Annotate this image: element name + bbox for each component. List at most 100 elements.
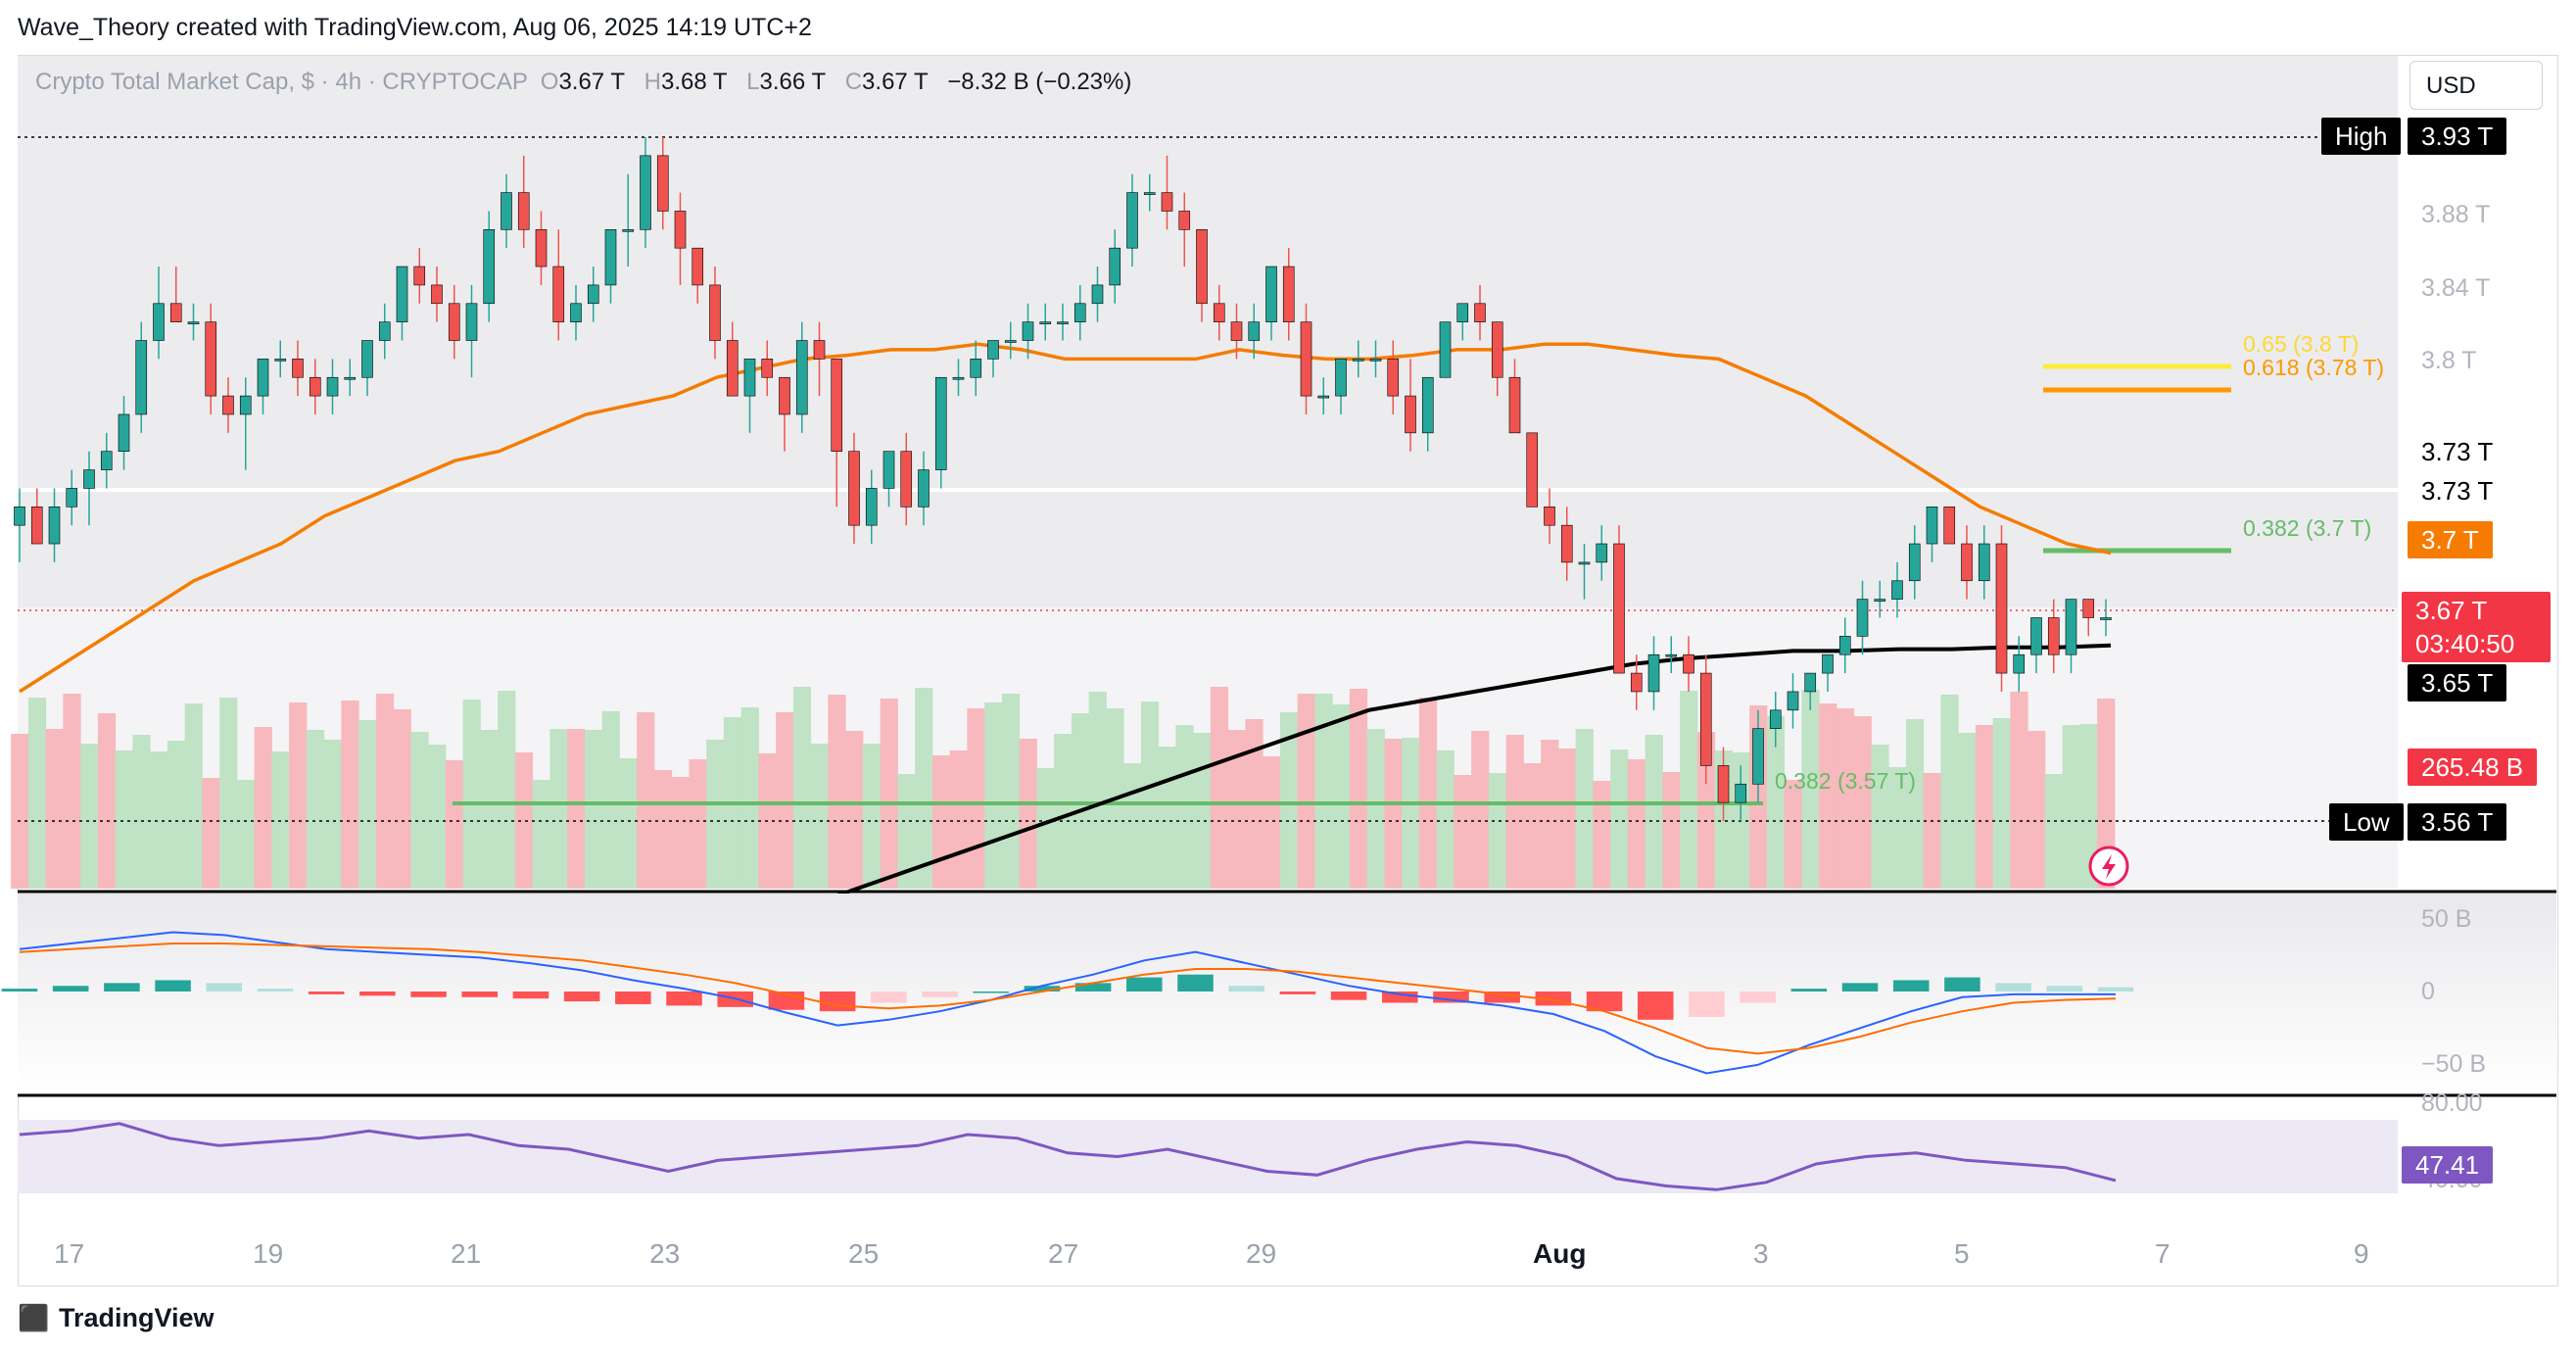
candle-body	[1787, 691, 1799, 711]
price-axis-label: 3.84 T	[2421, 274, 2491, 302]
lightning-icon[interactable]	[2088, 846, 2129, 887]
volume-profile-bar	[132, 735, 151, 889]
candle-body	[1004, 340, 1017, 343]
candle-body	[1961, 543, 1973, 582]
macd-histogram-bar	[1637, 991, 1674, 1020]
time-axis-label: 27	[1048, 1238, 1079, 1269]
macd-histogram-bar	[1841, 983, 1879, 991]
low-label-tag: Low	[2329, 803, 2404, 841]
volume-profile-bar	[254, 727, 272, 889]
volume-profile-bar	[1696, 732, 1716, 889]
candle-body	[2100, 617, 2112, 620]
volume-profile-bar	[1454, 775, 1472, 889]
candle-body	[1856, 599, 1869, 637]
volume-profile-bar	[1523, 763, 1542, 889]
candle-body	[1630, 672, 1643, 693]
volume-profile-bar	[828, 695, 846, 889]
candle-body	[535, 229, 548, 267]
candle-body	[118, 413, 130, 453]
macd-histogram-bar	[666, 991, 702, 1006]
volume-profile-bar	[2097, 699, 2116, 889]
time-axis-label: 23	[649, 1238, 681, 1269]
candle-body	[483, 229, 496, 305]
candle-body	[900, 451, 913, 508]
candle-body	[153, 303, 165, 341]
volume-profile-bar	[1680, 691, 1698, 889]
macd-histogram-bar	[410, 991, 447, 997]
candle-body	[83, 469, 95, 489]
candle-body	[1439, 321, 1452, 378]
candle-body	[779, 376, 790, 415]
volume-profile-bar	[1541, 740, 1559, 889]
macd-histogram-bar	[52, 986, 89, 991]
tradingview-logo[interactable]: ⬛ TradingView	[18, 1303, 215, 1332]
volume-profile-bar	[1975, 725, 1994, 889]
candle-body	[1508, 376, 1521, 434]
macd-histogram-bar	[1944, 977, 1980, 991]
candle-body	[656, 155, 669, 212]
candle-body	[709, 284, 721, 341]
volume-profile-bar	[1279, 712, 1299, 889]
candle-body	[674, 211, 687, 249]
candle-body	[431, 284, 443, 305]
candle-body	[2047, 617, 2060, 655]
volume-profile-bar	[63, 694, 81, 889]
candle-body	[257, 359, 269, 397]
candle-body	[970, 359, 982, 378]
macd-histogram-bar	[1586, 991, 1623, 1012]
volume-profile-bar	[1801, 690, 1820, 889]
volume-tag: 265.48 B	[2408, 749, 2538, 786]
candle-body	[501, 192, 512, 230]
candle-body	[1874, 599, 1886, 602]
macd-histogram-bar	[2097, 987, 2134, 991]
macd-histogram-bar	[563, 991, 600, 1002]
volume-profile-bar	[1905, 719, 1925, 889]
macd-histogram-bar	[922, 991, 958, 997]
volume-profile-bar	[1923, 773, 1941, 889]
low-value: 3.66 T	[759, 69, 826, 95]
creator-line: Wave_Theory created with TradingView.com…	[18, 14, 812, 41]
volume-profile-bar	[549, 729, 568, 889]
time-axis-label: 25	[848, 1238, 880, 1269]
macd-histogram-bar	[155, 980, 191, 991]
high-value: 3.68 T	[660, 69, 728, 95]
macd-histogram-bar	[1074, 983, 1112, 991]
time-axis-label: 29	[1246, 1238, 1277, 1269]
volume-profile-bar	[1088, 692, 1107, 889]
macd-histogram-bar	[512, 991, 549, 999]
rsi-pane	[19, 1122, 2117, 1191]
macd-histogram-bar	[1382, 991, 1418, 1003]
volume-profile-bar	[2062, 725, 2080, 889]
macd-histogram-bar	[1995, 983, 2031, 991]
macd-histogram-bar	[1279, 991, 1316, 994]
volume-profile-bar	[514, 752, 534, 889]
candle-body	[413, 266, 426, 286]
volume-profile-bar	[1836, 708, 1855, 889]
candles	[14, 137, 2112, 821]
currency-button[interactable]: USD	[2409, 61, 2543, 110]
candle-body	[1596, 543, 1608, 563]
volume-profile-bar	[2027, 731, 2046, 889]
candle-body	[1405, 395, 1416, 434]
candle-body	[239, 395, 252, 415]
volume-profile-bar	[358, 720, 377, 889]
volume-profile-bar	[880, 699, 898, 889]
candle-body	[1474, 303, 1486, 322]
macd-histogram-bar	[973, 991, 1009, 993]
macd-pane	[1, 931, 2134, 1075]
candle-body	[743, 359, 756, 397]
candle-body	[1491, 321, 1503, 378]
candle-body	[2065, 599, 2077, 655]
candle-body	[344, 376, 357, 380]
volume-profile-bar	[2044, 774, 2064, 889]
volume-profile-bar	[289, 702, 308, 889]
ema200-line	[626, 643, 2112, 971]
volume-profile-bar	[931, 755, 951, 889]
volume-profile-bar	[1297, 694, 1315, 889]
volume-profile-bar	[1054, 734, 1073, 889]
volume-profile-bar	[480, 730, 499, 889]
volume-profile-bar	[1001, 694, 1021, 889]
candle-body	[1560, 524, 1573, 563]
candle-body	[1978, 543, 1990, 582]
